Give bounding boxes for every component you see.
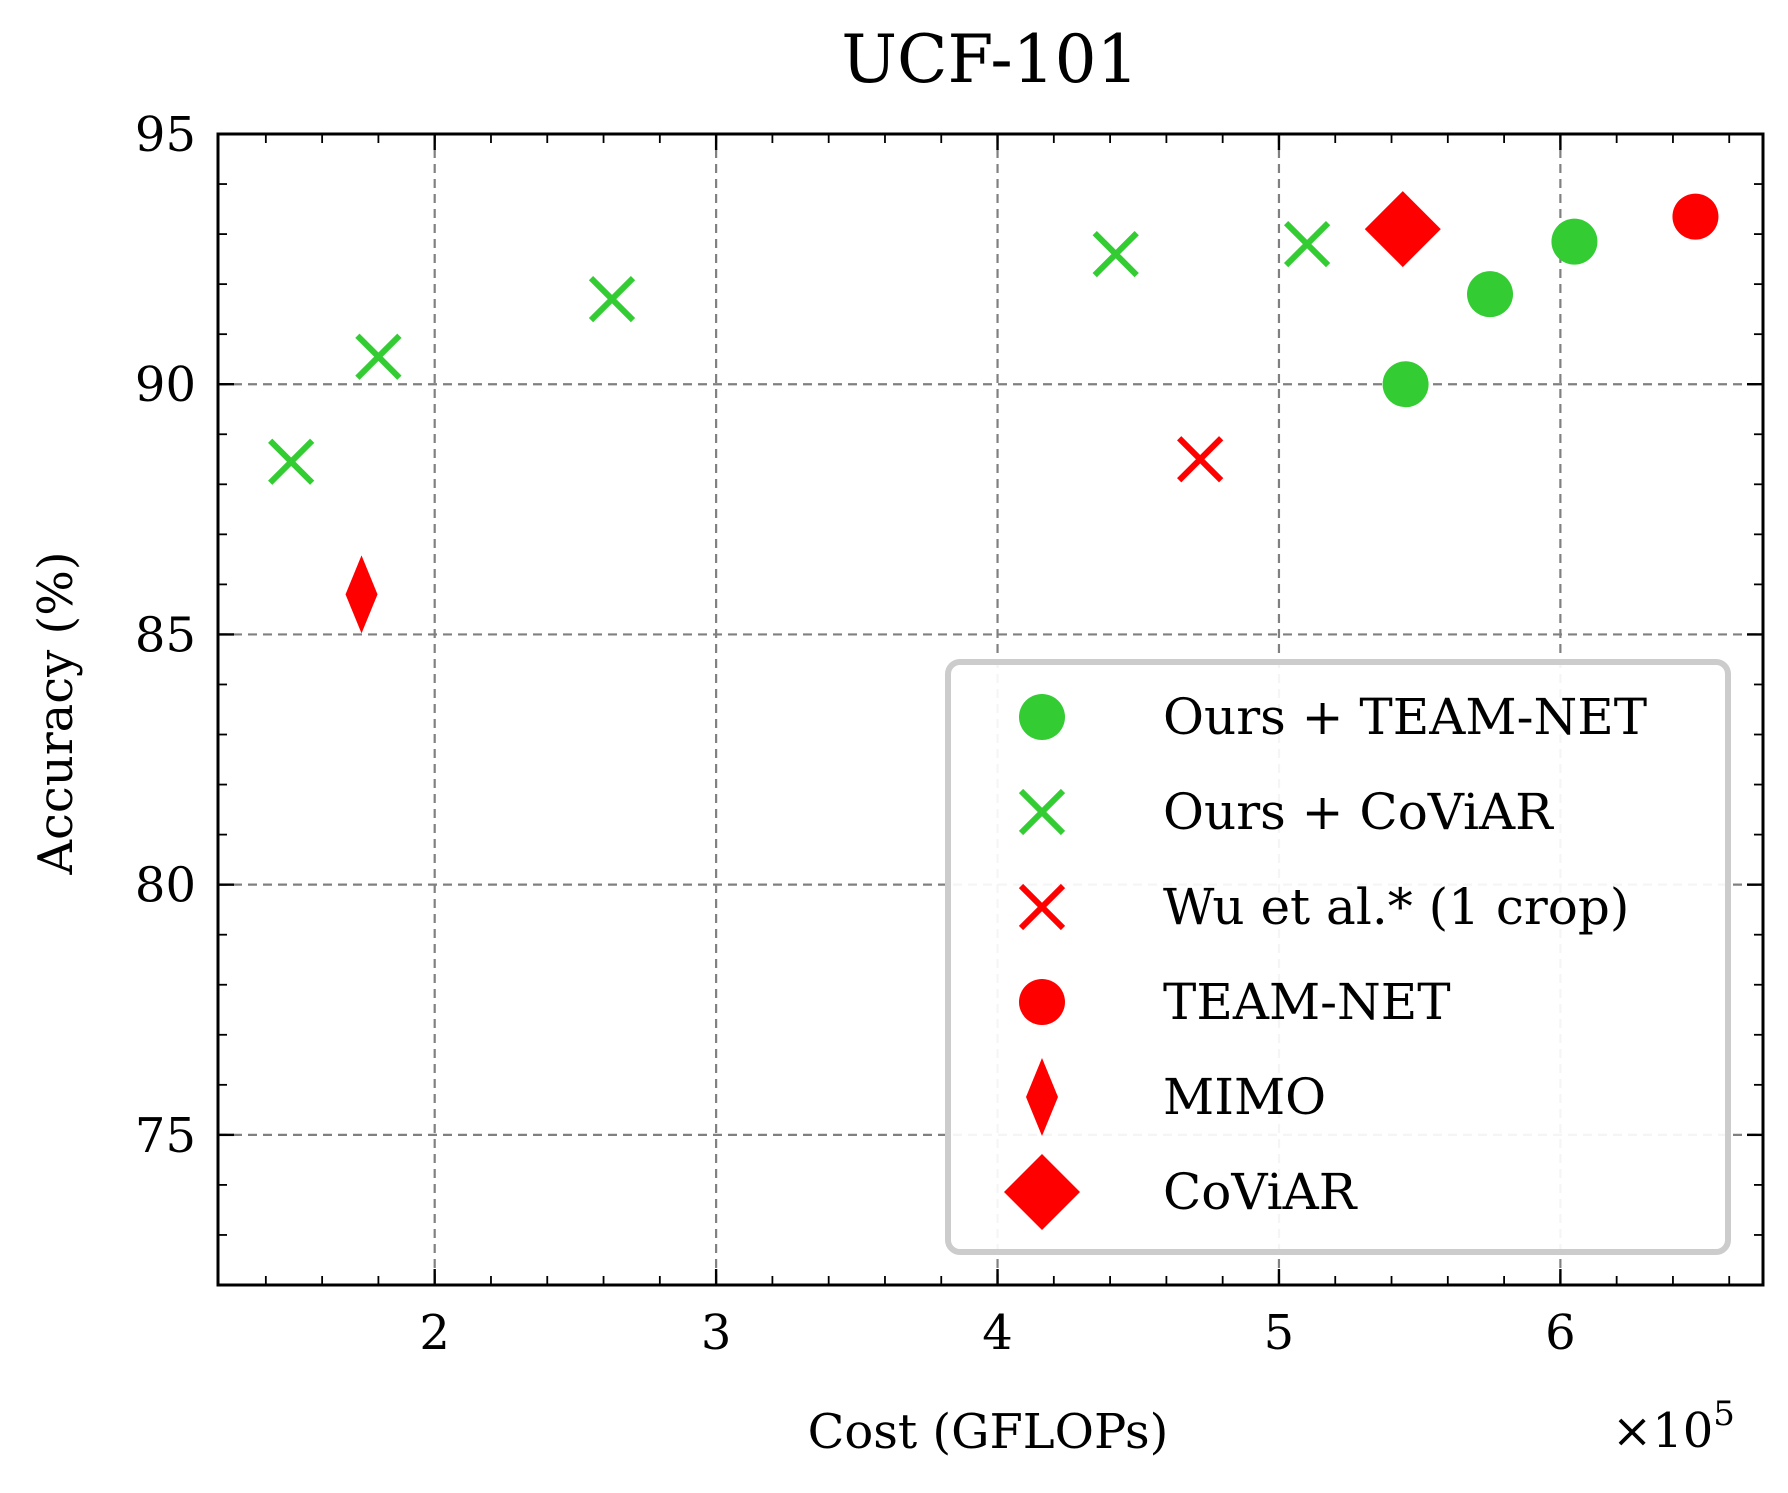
legend-marker <box>1019 694 1065 740</box>
legend-entry: TEAM-NET <box>1019 973 1451 1031</box>
x-axis-label: Cost (GFLOPs) <box>808 1404 1169 1460</box>
x-tick-label: 5 <box>1264 1305 1295 1361</box>
axes: 2 3 4 5 6 75 80 85 90 95 <box>135 107 1765 1361</box>
y-tick-label: 80 <box>135 858 196 914</box>
plot-frame <box>216 132 1765 1287</box>
legend-marker <box>1004 1154 1080 1230</box>
chart-title: UCF-101 <box>841 21 1138 98</box>
data-point <box>268 438 315 485</box>
data-point <box>1467 271 1514 318</box>
legend: Ours + TEAM-NET Ours + CoViAR Wu et al.* (… <box>945 659 1731 1255</box>
x-tick-label: 2 <box>419 1305 450 1361</box>
data-point <box>1364 191 1441 268</box>
data-point <box>1177 436 1224 483</box>
legend-entry: Ours + CoViAR <box>1018 783 1554 841</box>
x-marker-stroke <box>1018 883 1066 931</box>
data-point <box>355 333 402 380</box>
x-marker-stroke <box>1018 788 1066 836</box>
x-marker-stroke <box>1092 230 1139 278</box>
y-tick-label: 90 <box>135 357 196 413</box>
legend-marker <box>1018 883 1066 931</box>
legend-entry: Ours + TEAM-NET <box>1019 688 1647 746</box>
legend-label: CoViAR <box>1163 1163 1358 1221</box>
plot-area <box>268 191 1719 634</box>
legend-entry: MIMO <box>1026 1058 1326 1136</box>
legend-marker <box>1026 1058 1058 1136</box>
x-axis-multiplier: ×105 <box>1612 1394 1735 1459</box>
y-axis-label: Accuracy (%) <box>28 551 84 875</box>
y-tick-label: 75 <box>135 1108 196 1164</box>
legend-marker <box>1018 788 1066 836</box>
legend-box <box>945 659 1731 1255</box>
data-point <box>1551 218 1598 265</box>
x-marker-stroke <box>268 438 315 485</box>
x-tick-label: 3 <box>701 1305 732 1361</box>
x-tick-label: 6 <box>1545 1305 1576 1361</box>
legend-label: Wu et al.* (1 crop) <box>1163 878 1629 936</box>
data-point <box>1382 361 1429 408</box>
legend-label: TEAM-NET <box>1163 973 1451 1031</box>
data-point <box>1283 220 1331 268</box>
legend-label: MIMO <box>1163 1068 1326 1126</box>
x-marker-stroke <box>1283 220 1331 268</box>
x-multiplier-base: ×10 <box>1612 1403 1713 1459</box>
data-point <box>1672 193 1719 240</box>
y-tick-label: 95 <box>135 107 196 163</box>
x-marker-stroke <box>355 333 402 380</box>
data-point <box>588 276 636 323</box>
data-point <box>1092 230 1139 278</box>
legend-entry: CoViAR <box>1004 1154 1358 1230</box>
legend-label: Ours + CoViAR <box>1163 783 1554 841</box>
y-tick-label: 85 <box>135 607 196 663</box>
x-marker-stroke <box>588 276 636 323</box>
x-marker-stroke <box>1177 436 1224 483</box>
legend-label: Ours + TEAM-NET <box>1163 688 1647 746</box>
legend-entry: Wu et al.* (1 crop) <box>1018 878 1629 936</box>
legend-marker <box>1019 979 1065 1025</box>
data-point <box>345 555 378 634</box>
x-multiplier-exponent: 5 <box>1713 1394 1735 1434</box>
x-tick-label: 4 <box>982 1305 1013 1361</box>
